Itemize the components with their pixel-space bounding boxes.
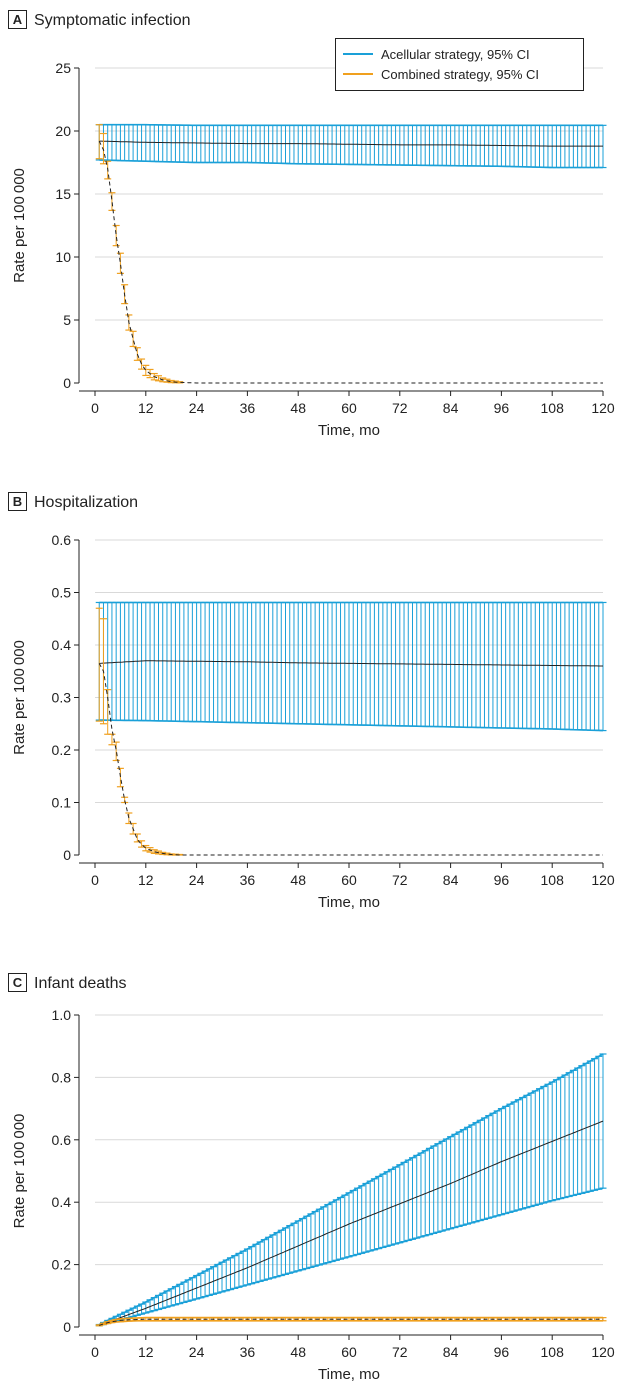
series-acellular (95, 1053, 607, 1327)
legend-entry: Combined strategy, 95% CI (381, 67, 539, 82)
x-axis-label: Time, mo (318, 422, 380, 439)
ci-lower-line (98, 1320, 603, 1327)
series-mean-line (99, 660, 603, 667)
x-axis-label: Time, mo (318, 1366, 380, 1383)
x-tick-label: 36 (240, 400, 256, 416)
x-tick-label: 0 (91, 872, 99, 888)
x-tick-label: 84 (443, 1344, 459, 1360)
y-tick-label: 0.5 (52, 585, 72, 601)
chart-panel-c: C Infant deaths 0 0.2 0.4 0.6 0.8 1.0 0 12 24 36 48 6… (8, 973, 615, 1383)
x-tick-label: 48 (290, 400, 306, 416)
x-tick-label: 12 (138, 1344, 154, 1360)
chart-panel-a: A Symptomatic infection 0 5 10 15 20 25 0 12 24 36 4… (8, 10, 615, 439)
chart-panel-b: B Hospitalization 0 0.1 0.2 0.3 0.4 0.5 0.6 0 12 24… (8, 492, 615, 911)
x-tick-label: 60 (341, 400, 357, 416)
x-tick-label: 0 (91, 1344, 99, 1360)
y-axis-label: Rate per 100 000 (11, 640, 28, 755)
panel-letter: A (13, 12, 23, 27)
x-tick-label: 12 (138, 400, 154, 416)
panel-letter: B (13, 494, 22, 509)
series-mean-line (99, 1318, 603, 1326)
y-tick-label: 5 (63, 312, 71, 328)
ci-upper-line (99, 123, 603, 127)
x-tick-label: 108 (541, 400, 565, 416)
x-tick-label: 72 (392, 400, 408, 416)
chart-title: Symptomatic infection (34, 12, 191, 29)
x-tick-label: 108 (541, 872, 565, 888)
y-tick-label: 25 (55, 60, 71, 76)
y-axis-label: Rate per 100 000 (11, 1114, 28, 1229)
legend-box (335, 38, 584, 91)
x-tick-label: 60 (341, 1344, 357, 1360)
legend-entry: Acellular strategy, 95% CI (381, 47, 530, 62)
x-tick-label: 24 (189, 400, 205, 416)
y-tick-label: 0.2 (52, 1257, 72, 1273)
ci-lower-line (99, 719, 604, 732)
panel-label-box (8, 492, 27, 511)
panel-label-box (8, 10, 27, 29)
y-tick-label: 0.4 (52, 1194, 72, 1210)
x-tick-label: 96 (494, 872, 510, 888)
x-tick-label: 120 (591, 872, 615, 888)
y-tick-label: 0 (63, 375, 71, 391)
x-tick-label: 48 (290, 1344, 306, 1360)
x-tick-label: 24 (189, 1344, 205, 1360)
x-tick-label: 0 (91, 400, 99, 416)
x-tick-label: 36 (240, 1344, 256, 1360)
series-combined (95, 1316, 607, 1327)
y-tick-label: 0.3 (52, 690, 72, 706)
y-tick-label: 0.2 (52, 742, 72, 758)
x-tick-label: 84 (443, 400, 459, 416)
x-tick-label: 72 (392, 1344, 408, 1360)
y-axis-label: Rate per 100 000 (11, 168, 28, 283)
x-axis-label: Time, mo (318, 894, 380, 911)
x-tick-label: 36 (240, 872, 256, 888)
chart-title: Infant deaths (34, 975, 127, 992)
y-tick-label: 0.6 (52, 1132, 72, 1148)
x-tick-label: 12 (138, 872, 154, 888)
ci-lower-line (99, 159, 603, 169)
y-tick-label: 0.8 (52, 1069, 72, 1085)
series-combined (95, 124, 603, 384)
chart-title: Hospitalization (34, 494, 138, 511)
y-tick-label: 0.4 (52, 637, 72, 653)
y-tick-label: 0 (63, 1319, 71, 1335)
y-tick-label: 10 (55, 249, 71, 265)
x-tick-label: 72 (392, 872, 408, 888)
x-tick-label: 84 (443, 872, 459, 888)
series-mean-line (98, 663, 603, 856)
y-tick-label: 15 (55, 186, 71, 202)
x-tick-label: 96 (494, 400, 510, 416)
panel-label-box (8, 973, 27, 992)
x-tick-label: 108 (541, 1344, 565, 1360)
x-tick-label: 120 (591, 1344, 615, 1360)
series-acellular (95, 123, 607, 169)
series-mean-line (98, 140, 603, 384)
y-tick-label: 20 (55, 123, 71, 139)
series-combined (95, 607, 603, 856)
x-tick-label: 60 (341, 872, 357, 888)
x-tick-label: 96 (494, 1344, 510, 1360)
ci-upper-line (98, 1053, 604, 1326)
x-tick-label: 120 (591, 400, 615, 416)
y-tick-label: 1.0 (52, 1007, 72, 1023)
series-acellular (95, 601, 607, 732)
y-tick-label: 0.6 (52, 532, 72, 548)
x-tick-label: 48 (290, 872, 306, 888)
legend: Acellular strategy, 95% CI Combined strat… (335, 38, 584, 91)
ci-lower-line (98, 1187, 604, 1327)
y-tick-label: 0 (63, 847, 71, 863)
ci-upper-line (98, 1316, 603, 1326)
series-mean-line (99, 1120, 604, 1326)
panel-letter: C (13, 975, 23, 990)
x-tick-label: 24 (189, 872, 205, 888)
y-tick-label: 0.1 (52, 795, 72, 811)
series-mean-line (99, 140, 603, 147)
